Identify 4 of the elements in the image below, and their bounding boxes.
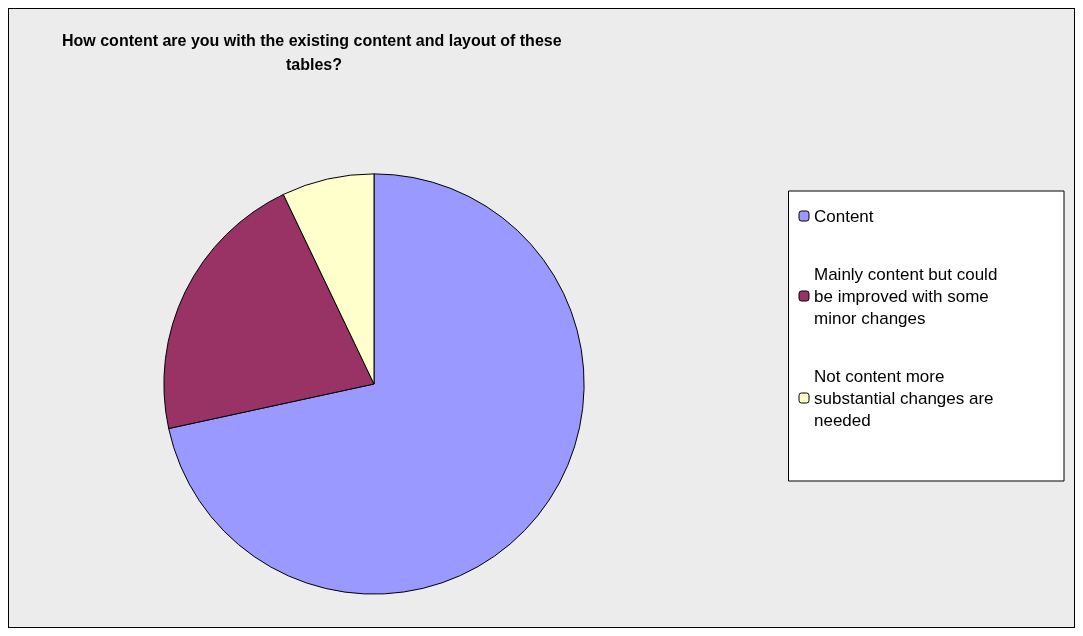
legend-label: Mainly content but could be improved with some minor changes: [814, 264, 1003, 328]
legend-label: Content: [814, 206, 874, 226]
legend-label: Not content more substantial changes are needed: [814, 366, 999, 430]
chart-title: How content are you with the existing content and layout of these tables?: [61, 31, 567, 73]
